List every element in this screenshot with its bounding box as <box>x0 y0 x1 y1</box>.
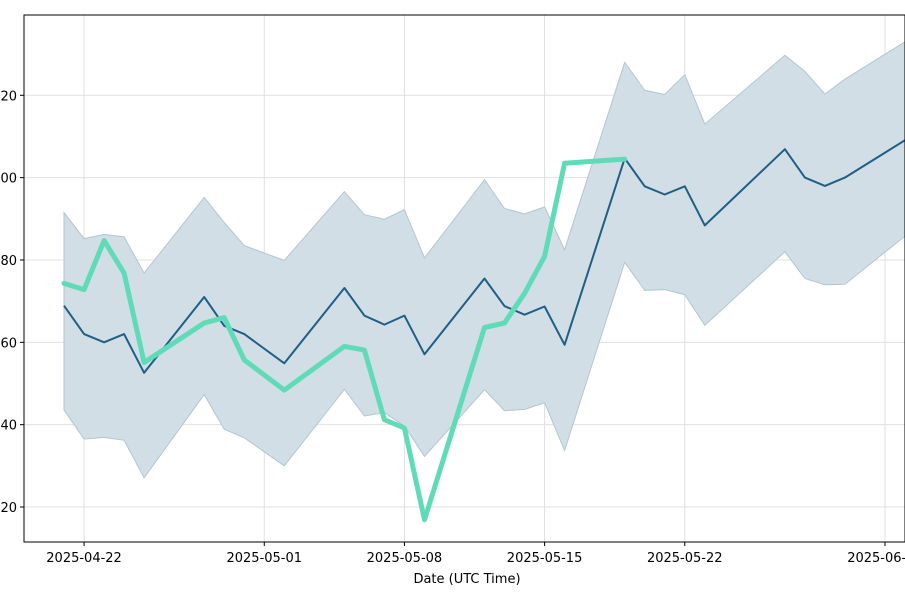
y-tick-label: 40 <box>0 419 17 434</box>
confidence-band <box>63 41 905 479</box>
y-tick-label: 60 <box>0 336 17 351</box>
x-axis-label: Date (UTC Time) <box>413 572 520 587</box>
x-tick-label: 2025-04-22 <box>46 551 122 566</box>
series-mean-line <box>63 139 905 374</box>
x-tick-label: 2025-05-01 <box>226 551 302 566</box>
series-actual-line <box>61 156 628 523</box>
x-tick-label: 2025-05-22 <box>647 551 723 566</box>
x-tick-label: 2025-05-15 <box>507 551 583 566</box>
x-tick-label: 2025-05-08 <box>367 551 443 566</box>
y-tick-label: 120 <box>0 89 17 104</box>
x-axis-ticks: 2025-04-22 2025-05-01 2025-05-08 2025-05-15… <box>46 542 905 566</box>
y-tick-label: 80 <box>0 254 17 269</box>
y-axis-ticks: 20 40 60 80 100 120 <box>0 89 24 516</box>
axes-frame <box>23 14 905 543</box>
x-tick-label: 2025-06-01 <box>847 551 905 566</box>
y-tick-label: 100 <box>0 172 17 187</box>
y-tick-label: 20 <box>0 501 17 516</box>
